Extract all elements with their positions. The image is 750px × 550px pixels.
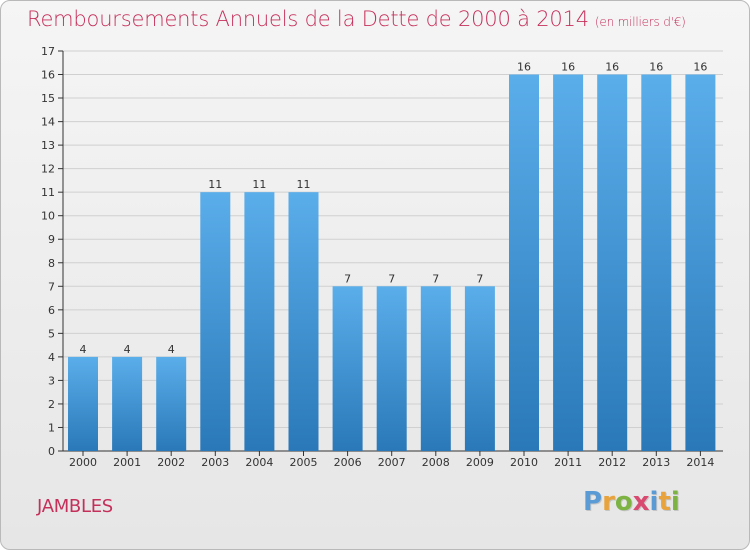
x-tick-label: 2003 xyxy=(201,456,229,469)
bar-value-label: 11 xyxy=(208,178,222,191)
bar-value-label: 16 xyxy=(605,61,619,74)
bar-value-label: 4 xyxy=(168,343,175,356)
chart-title: Remboursements Annuels de la Dette de 20… xyxy=(27,7,686,31)
proxiti-logo: Proxiti xyxy=(583,489,680,515)
bar xyxy=(244,192,275,452)
y-tick-label: 14 xyxy=(41,116,55,129)
x-tick-label: 2000 xyxy=(69,456,97,469)
bar xyxy=(288,192,319,452)
label-layer: 4 4 4 11 11 11 7 7 7 7 16 16 16 16 16 xyxy=(80,61,708,356)
y-tick-label: 9 xyxy=(48,233,55,246)
x-tick-label: 2012 xyxy=(598,456,626,469)
x-tick-label: 2014 xyxy=(686,456,714,469)
x-tick-label: 2011 xyxy=(554,456,582,469)
bar-value-label: 11 xyxy=(297,178,311,191)
y-tick-label: 16 xyxy=(41,69,55,82)
x-tick-label: 2006 xyxy=(334,456,362,469)
y-tick-label: 6 xyxy=(48,304,55,317)
bar xyxy=(641,74,672,451)
bar xyxy=(420,286,451,451)
x-tick-label: 2013 xyxy=(642,456,670,469)
bar-value-label: 7 xyxy=(476,272,483,285)
chart-unit-label: (en milliers d'€) xyxy=(594,15,686,29)
x-tick-label: 2009 xyxy=(466,456,494,469)
bar-value-label: 16 xyxy=(517,61,531,74)
bar xyxy=(685,74,716,451)
y-tick-label: 13 xyxy=(41,139,55,152)
x-tick-label: 2001 xyxy=(113,456,141,469)
bar xyxy=(597,74,628,451)
logo-letter: i xyxy=(670,487,680,517)
y-tick-label: 3 xyxy=(48,374,55,387)
bar xyxy=(68,356,98,451)
bar-layer xyxy=(68,74,716,452)
bar-value-label: 16 xyxy=(649,61,663,74)
y-tick-label: 5 xyxy=(48,327,55,340)
bar xyxy=(509,74,539,451)
bar-value-label: 16 xyxy=(561,61,575,74)
bar-value-label: 7 xyxy=(344,272,351,285)
y-tick-label: 11 xyxy=(41,186,55,199)
bar xyxy=(553,74,584,451)
bar-value-label: 7 xyxy=(432,272,439,285)
y-tick-label: 7 xyxy=(48,280,55,293)
bar-value-label: 7 xyxy=(388,272,395,285)
bar xyxy=(464,286,495,451)
y-tick-label: 8 xyxy=(48,257,55,270)
logo-letter: t xyxy=(658,487,671,517)
chart-title-text: Remboursements Annuels de la Dette de 20… xyxy=(27,7,589,31)
y-tick-label: 4 xyxy=(48,351,55,364)
y-tick-label: 17 xyxy=(41,45,55,58)
logo-letter: x xyxy=(632,487,650,517)
logo-letter: P xyxy=(583,487,603,517)
y-tick-label: 1 xyxy=(48,421,55,434)
bar xyxy=(332,286,363,451)
bar-value-label: 11 xyxy=(252,178,266,191)
bar-value-label: 16 xyxy=(693,61,707,74)
y-tick-label: 0 xyxy=(48,445,55,458)
y-tick-label: 15 xyxy=(41,92,55,105)
commune-name: JAMBLES xyxy=(37,496,113,517)
x-tick-label: 2010 xyxy=(510,456,538,469)
x-tick-label: 2005 xyxy=(290,456,318,469)
x-tick-label: 2004 xyxy=(245,456,273,469)
y-tick-label: 2 xyxy=(48,398,55,411)
x-tick-label: 2002 xyxy=(157,456,185,469)
x-tick-label: 2007 xyxy=(378,456,406,469)
y-tick-label: 10 xyxy=(41,210,55,223)
bar xyxy=(376,286,407,451)
y-tick-label: 12 xyxy=(41,163,55,176)
bar xyxy=(112,356,143,451)
logo-letter: i xyxy=(649,487,659,517)
bar-value-label: 4 xyxy=(124,343,131,356)
logo-letter: o xyxy=(614,487,633,517)
logo-letter: r xyxy=(602,487,615,517)
bar-value-label: 4 xyxy=(80,343,87,356)
x-tick-label: 2008 xyxy=(422,456,450,469)
bar xyxy=(200,192,231,452)
bar xyxy=(156,356,187,451)
